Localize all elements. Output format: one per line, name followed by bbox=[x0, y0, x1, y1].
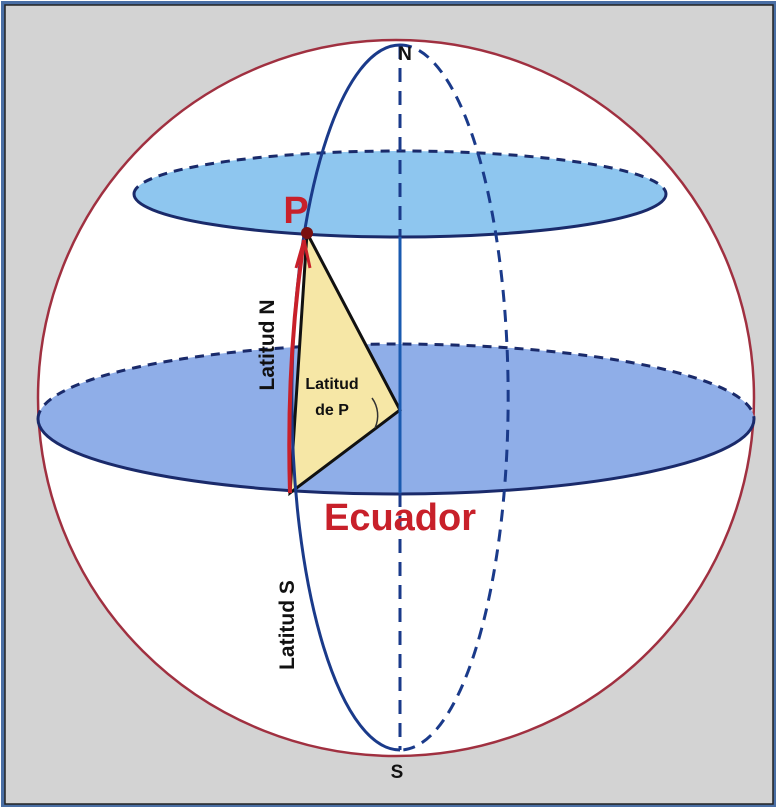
north-label: N bbox=[398, 44, 412, 65]
diagram: N S P Ecuador Latitud N Latitud S Latitu… bbox=[0, 0, 777, 808]
latitude-north-label: Latitud N bbox=[256, 300, 279, 391]
south-label: S bbox=[391, 762, 404, 783]
equator-label: Ecuador bbox=[324, 497, 476, 539]
latitude-p-label: Latitud bbox=[305, 376, 358, 393]
page: N S P Ecuador Latitud N Latitud S Latitu… bbox=[0, 0, 777, 808]
point-label: P bbox=[283, 190, 308, 232]
latitude-south-label: Latitud S bbox=[276, 580, 299, 670]
latitude-p-label: de P bbox=[315, 402, 349, 419]
